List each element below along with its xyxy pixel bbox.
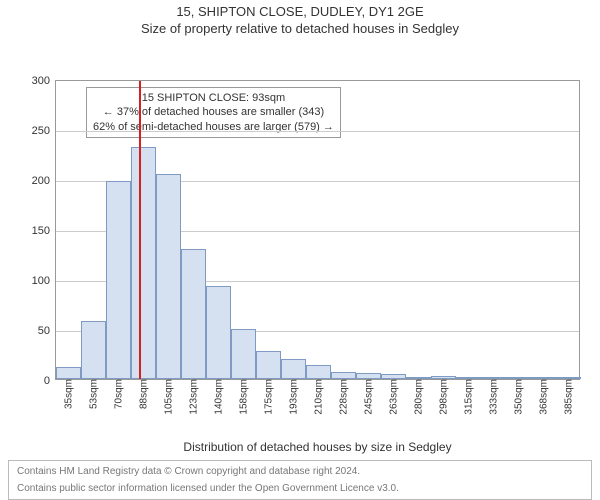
x-tick: 35sqm <box>63 379 74 409</box>
histogram-bar <box>206 286 231 379</box>
x-tick: 280sqm <box>413 379 424 415</box>
y-tick: 300 <box>32 75 56 87</box>
y-tick: 150 <box>32 225 56 237</box>
y-tick: 250 <box>32 125 56 137</box>
annotation-line-1: 15 SHIPTON CLOSE: 93sqm <box>93 91 334 105</box>
reference-line <box>139 81 141 379</box>
x-tick: 210sqm <box>313 379 324 415</box>
x-tick: 53sqm <box>88 379 99 409</box>
x-tick: 193sqm <box>288 379 299 415</box>
x-tick: 140sqm <box>213 379 224 415</box>
histogram-bar <box>106 181 131 379</box>
x-tick: 245sqm <box>363 379 374 415</box>
attribution-footer: Contains HM Land Registry data © Crown c… <box>8 460 592 500</box>
y-tick: 0 <box>44 375 56 387</box>
histogram-bar <box>331 372 356 379</box>
histogram-bar <box>56 367 81 379</box>
x-tick: 315sqm <box>463 379 474 415</box>
x-tick: 175sqm <box>263 379 274 415</box>
y-tick: 50 <box>38 325 56 337</box>
x-tick: 158sqm <box>238 379 249 415</box>
histogram-bar <box>281 359 306 379</box>
x-tick: 228sqm <box>338 379 349 415</box>
chart-subtitle: Size of property relative to detached ho… <box>0 21 600 36</box>
x-tick: 385sqm <box>563 379 574 415</box>
footer-line-2: Contains public sector information licen… <box>9 482 591 499</box>
histogram-bar <box>306 365 331 379</box>
y-tick: 100 <box>32 275 56 287</box>
x-tick: 298sqm <box>438 379 449 415</box>
y-tick: 200 <box>32 175 56 187</box>
x-tick: 88sqm <box>138 379 149 409</box>
histogram-bar <box>156 174 181 379</box>
histogram-bar <box>256 351 281 379</box>
page-title: 15, SHIPTON CLOSE, DUDLEY, DY1 2GE <box>0 4 600 19</box>
x-tick: 123sqm <box>188 379 199 415</box>
chart-area: Number of detached properties 15 SHIPTON… <box>0 36 600 438</box>
annotation-line-2: ← 37% of detached houses are smaller (34… <box>93 105 334 119</box>
histogram-bar <box>81 321 106 379</box>
x-tick: 105sqm <box>163 379 174 415</box>
grid-line <box>56 131 579 132</box>
x-tick: 368sqm <box>538 379 549 415</box>
x-axis-label: Distribution of detached houses by size … <box>55 440 580 454</box>
plot-region: 15 SHIPTON CLOSE: 93sqm ← 37% of detache… <box>55 80 580 380</box>
histogram-bar <box>131 147 156 379</box>
x-tick: 350sqm <box>513 379 524 415</box>
x-tick: 70sqm <box>113 379 124 409</box>
histogram-bar <box>231 329 256 379</box>
x-tick: 263sqm <box>388 379 399 415</box>
histogram-bar <box>181 249 206 379</box>
x-tick: 333sqm <box>488 379 499 415</box>
footer-line-1: Contains HM Land Registry data © Crown c… <box>9 461 591 482</box>
